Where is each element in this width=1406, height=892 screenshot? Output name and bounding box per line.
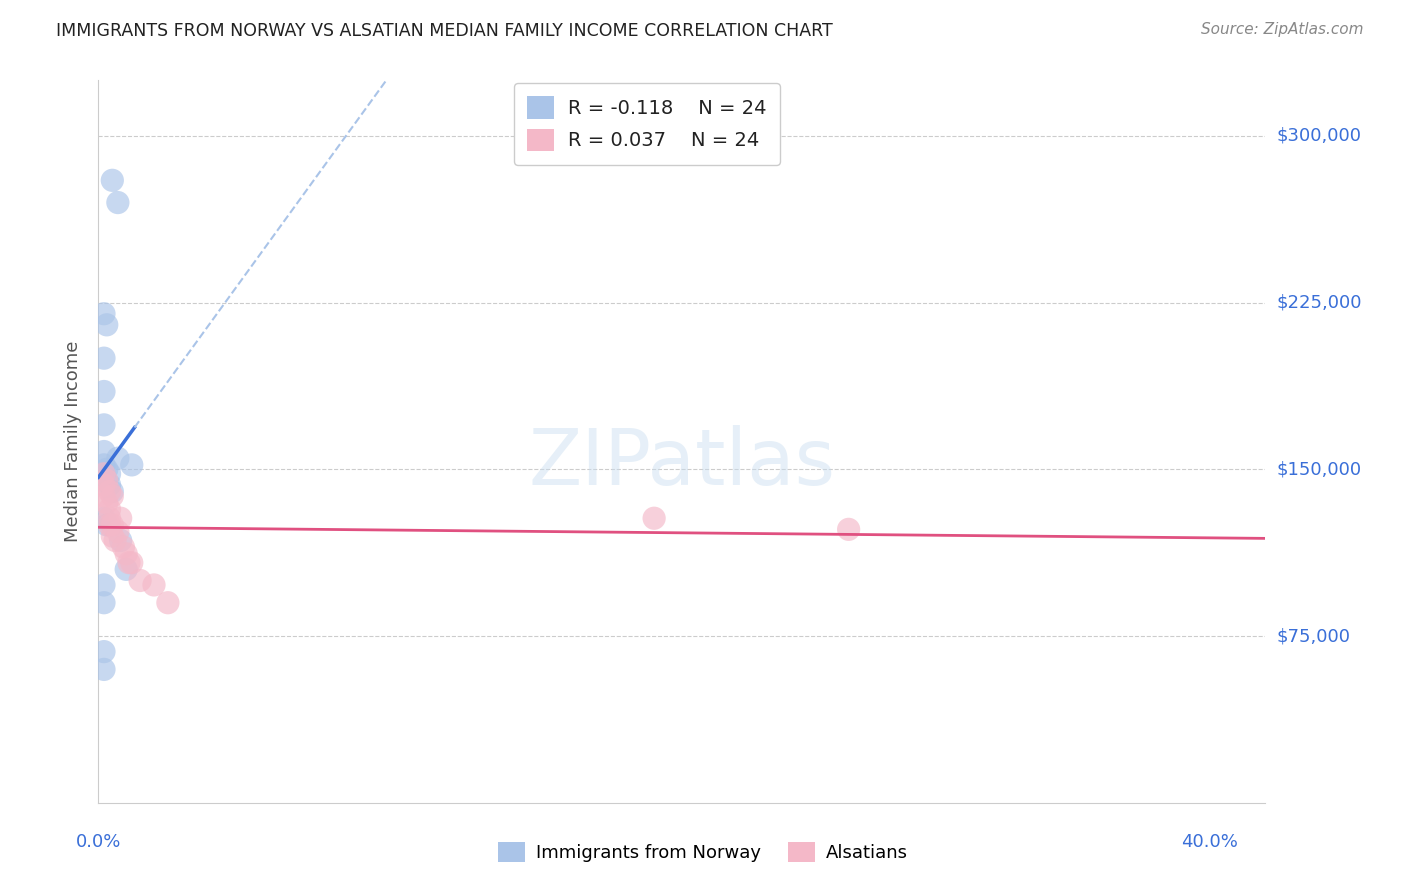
Point [110,533,132,548]
Point [96,318,118,332]
Point [93,596,115,610]
Point [93,511,115,525]
Point [115,562,138,576]
Point [98,478,121,492]
Point [104,533,127,548]
Legend: Immigrants from Norway, Alsatians: Immigrants from Norway, Alsatians [491,834,915,870]
Point [93,478,115,492]
Point [115,547,138,561]
Point [129,574,152,588]
Point [107,195,129,210]
Point [96,474,118,488]
Point [93,417,115,432]
Point [93,351,115,366]
Text: ZIPatlas: ZIPatlas [529,425,835,501]
Point [96,517,118,532]
Point [93,467,115,481]
Point [93,458,115,472]
Text: $300,000: $300,000 [1277,127,1361,145]
Point [101,529,124,543]
Point [101,484,124,499]
Point [121,458,143,472]
Point [93,467,115,481]
Point [112,540,135,554]
Y-axis label: Median Family Income: Median Family Income [65,341,83,542]
Point [838,522,860,536]
Point [98,484,121,499]
Point [93,662,115,676]
Text: 40.0%: 40.0% [1181,833,1239,851]
Point [98,502,121,516]
Point [101,489,124,503]
Point [118,556,141,570]
Legend: R = -0.118    N = 24, R = 0.037    N = 24: R = -0.118 N = 24, R = 0.037 N = 24 [513,83,780,165]
Point [96,496,118,510]
Text: IMMIGRANTS FROM NORWAY VS ALSATIAN MEDIAN FAMILY INCOME CORRELATION CHART: IMMIGRANTS FROM NORWAY VS ALSATIAN MEDIA… [56,22,832,40]
Point [98,517,121,532]
Point [110,511,132,525]
Text: Source: ZipAtlas.com: Source: ZipAtlas.com [1201,22,1364,37]
Point [96,462,118,476]
Point [121,556,143,570]
Point [93,307,115,321]
Point [93,645,115,659]
Point [93,444,115,458]
Point [93,489,115,503]
Point [98,467,121,481]
Point [98,511,121,525]
Point [93,578,115,592]
Point [107,524,129,539]
Point [93,384,115,399]
Text: $150,000: $150,000 [1277,460,1361,478]
Point [143,578,166,592]
Point [101,517,124,532]
Text: $75,000: $75,000 [1277,627,1351,645]
Point [643,511,665,525]
Point [101,173,124,187]
Point [107,451,129,466]
Point [156,596,179,610]
Text: $225,000: $225,000 [1277,293,1362,311]
Text: 0.0%: 0.0% [76,833,121,851]
